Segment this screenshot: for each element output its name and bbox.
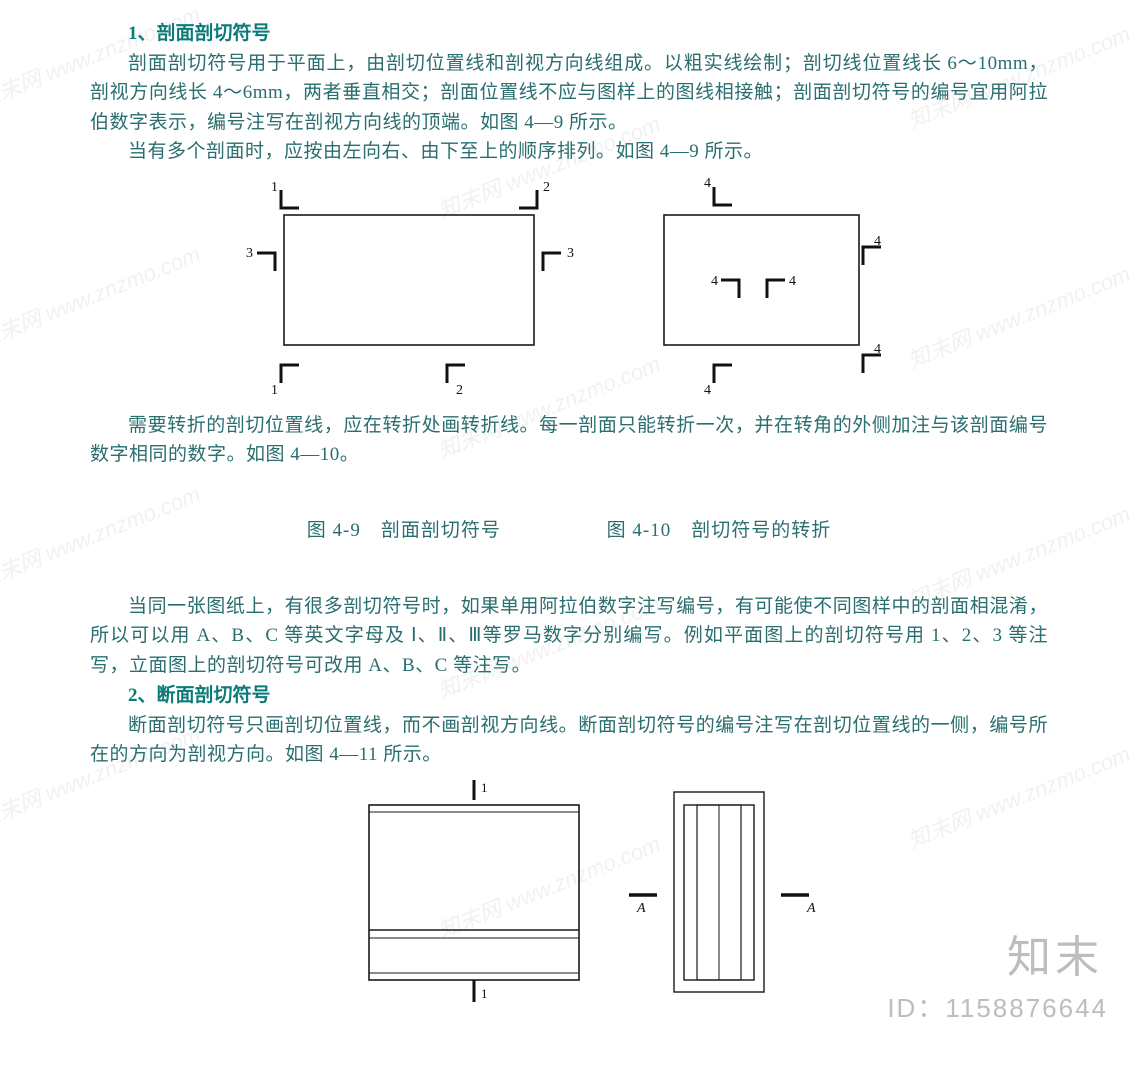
figure-svg-1: 1 2 3 3 1 2 4 4 4 4 4 4	[209, 175, 929, 405]
section-heading-2: 2、断面剖切符号	[90, 680, 1048, 707]
svg-text:4: 4	[711, 274, 718, 289]
section-number: 1、剖面剖切符号	[128, 23, 271, 44]
watermark-logo: 知末	[1007, 921, 1103, 985]
svg-text:A: A	[806, 901, 816, 916]
figure-svg-2: 1 1 A A	[259, 780, 879, 1005]
paragraph-5: 断面剖切符号只画剖切位置线，而不画剖视方向线。断面剖切符号的编号注写在剖切位置线…	[90, 711, 1048, 770]
svg-text:3: 3	[567, 246, 574, 261]
svg-text:4: 4	[789, 274, 796, 289]
figure-4-9-4-10: 1 2 3 3 1 2 4 4 4 4 4 4	[209, 175, 929, 405]
paragraph-3: 需要转折的剖切位置线，应在转折处画转折线。每一剖面只能转折一次，并在转角的外侧加…	[90, 411, 1048, 470]
paragraph-1: 剖面剖切符号用于平面上，由剖切位置线和剖视方向线组成。以粗实线绘制；剖切线位置线…	[90, 49, 1048, 137]
svg-text:1: 1	[481, 780, 488, 795]
paragraph-4: 当同一张图纸上，有很多剖切符号时，如果单用阿拉伯数字注写编号，有可能使不同图样中…	[90, 592, 1048, 680]
svg-text:4: 4	[874, 342, 881, 357]
section-heading-1: 1、剖面剖切符号	[90, 18, 1048, 45]
svg-text:4: 4	[704, 176, 711, 191]
svg-text:1: 1	[271, 383, 278, 398]
watermark-id: ID：1158876644	[887, 988, 1108, 1025]
section-number-2: 2、断面剖切符号	[128, 685, 271, 706]
figure-captions: 图 4-9 剖面剖切符号 图 4-10 剖切符号的转折	[90, 515, 1048, 542]
caption-4-10: 图 4-10 剖切符号的转折	[607, 515, 832, 542]
figure-4-11: 1 1 A A	[259, 780, 879, 1000]
svg-text:3: 3	[246, 246, 253, 261]
paragraph-2: 当有多个剖面时，应按由左向右、由下至上的顺序排列。如图 4—9 所示。	[90, 137, 1048, 166]
svg-text:4: 4	[874, 234, 881, 249]
svg-text:2: 2	[456, 383, 463, 398]
caption-4-9: 图 4-9 剖面剖切符号	[307, 515, 501, 542]
document-page: 1、剖面剖切符号 剖面剖切符号用于平面上，由剖切位置线和剖视方向线组成。以粗实线…	[0, 0, 1138, 1000]
svg-text:1: 1	[271, 180, 278, 195]
svg-text:4: 4	[704, 383, 711, 398]
svg-text:2: 2	[543, 180, 550, 195]
svg-text:1: 1	[481, 986, 488, 1001]
svg-text:A: A	[636, 901, 646, 916]
